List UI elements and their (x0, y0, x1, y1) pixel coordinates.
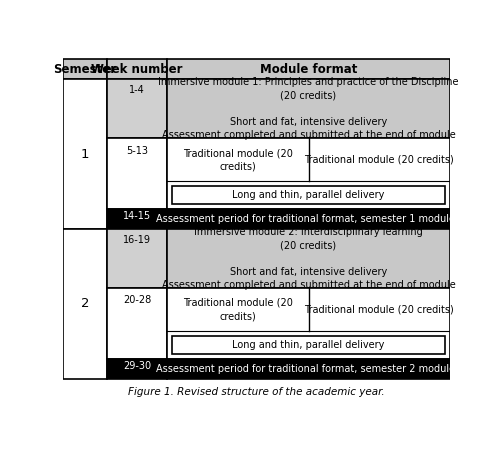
Text: Traditional module (20 credits): Traditional module (20 credits) (304, 155, 454, 165)
Text: 29-30: 29-30 (123, 361, 151, 371)
FancyBboxPatch shape (167, 209, 450, 229)
Text: Assessment period for traditional format, semester 2 modules: Assessment period for traditional format… (156, 364, 461, 374)
Text: Traditional module (20
credits): Traditional module (20 credits) (183, 148, 293, 171)
Text: 5-13: 5-13 (126, 146, 148, 156)
Text: Long and thin, parallel delivery: Long and thin, parallel delivery (232, 340, 385, 350)
Text: Week number: Week number (92, 63, 183, 76)
Text: 16-19: 16-19 (123, 235, 151, 245)
FancyBboxPatch shape (107, 209, 167, 229)
Text: Long and thin, parallel delivery: Long and thin, parallel delivery (232, 190, 385, 200)
FancyBboxPatch shape (107, 288, 167, 359)
Text: 1: 1 (80, 147, 89, 161)
Text: Assessment period for traditional format, semester 1 modules: Assessment period for traditional format… (156, 214, 461, 224)
FancyBboxPatch shape (107, 359, 167, 379)
Text: Module format: Module format (260, 63, 357, 76)
FancyBboxPatch shape (167, 229, 450, 288)
Text: Figure 1. Revised structure of the academic year.: Figure 1. Revised structure of the acade… (128, 387, 384, 397)
Text: 14-15: 14-15 (123, 211, 151, 221)
FancyBboxPatch shape (62, 79, 107, 229)
FancyBboxPatch shape (172, 186, 446, 204)
Text: Immersive module 2: Interdisciplinary learning
(20 credits)

Short and fat, inte: Immersive module 2: Interdisciplinary le… (162, 227, 456, 290)
Text: Immersive module 1: Principles and practice of the Discipline
(20 credits)

Shor: Immersive module 1: Principles and pract… (158, 78, 459, 140)
FancyBboxPatch shape (62, 60, 107, 79)
FancyBboxPatch shape (167, 138, 450, 209)
FancyBboxPatch shape (107, 60, 167, 79)
FancyBboxPatch shape (62, 229, 107, 379)
FancyBboxPatch shape (107, 79, 167, 138)
Text: Traditional module (20
credits): Traditional module (20 credits) (183, 298, 293, 321)
FancyBboxPatch shape (107, 229, 167, 288)
Text: Semester: Semester (53, 63, 116, 76)
Text: 1-4: 1-4 (129, 85, 145, 95)
FancyBboxPatch shape (167, 79, 450, 138)
FancyBboxPatch shape (107, 138, 167, 209)
FancyBboxPatch shape (167, 60, 450, 79)
FancyBboxPatch shape (167, 288, 450, 359)
FancyBboxPatch shape (172, 336, 446, 354)
Text: Traditional module (20 credits): Traditional module (20 credits) (304, 304, 454, 314)
FancyBboxPatch shape (167, 359, 450, 379)
Text: 20-28: 20-28 (123, 295, 151, 305)
Text: 2: 2 (80, 297, 89, 310)
